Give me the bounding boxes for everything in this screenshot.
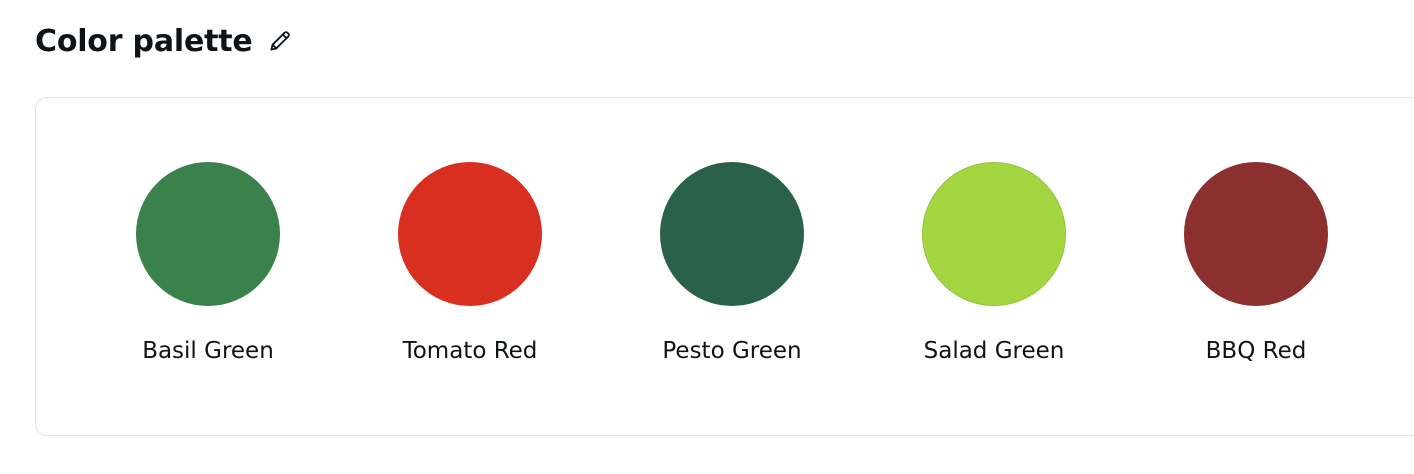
color-circle[interactable] (922, 162, 1066, 306)
swatch-basil-green: Basil Green (108, 162, 308, 364)
color-name-label: BBQ Red (1205, 338, 1307, 364)
color-circle[interactable] (136, 162, 280, 306)
swatch-tomato-red: Tomato Red (370, 162, 570, 364)
edit-palette-button[interactable] (265, 26, 295, 56)
color-circle[interactable] (1184, 162, 1328, 306)
palette-panel: Basil Green Tomato Red Pesto Green Salad… (35, 97, 1414, 436)
palette-header: Color palette (35, 18, 295, 64)
swatch-bbq-red: BBQ Red (1156, 162, 1356, 364)
color-circle[interactable] (660, 162, 804, 306)
swatch-salad-green: Salad Green (894, 162, 1094, 364)
color-name-label: Pesto Green (662, 338, 802, 364)
color-name-label: Basil Green (142, 338, 274, 364)
page-title: Color palette (35, 23, 253, 59)
color-circle[interactable] (398, 162, 542, 306)
color-name-label: Tomato Red (402, 338, 538, 364)
pencil-icon (269, 31, 290, 51)
swatch-pesto-green: Pesto Green (632, 162, 832, 364)
color-name-label: Salad Green (923, 338, 1065, 364)
